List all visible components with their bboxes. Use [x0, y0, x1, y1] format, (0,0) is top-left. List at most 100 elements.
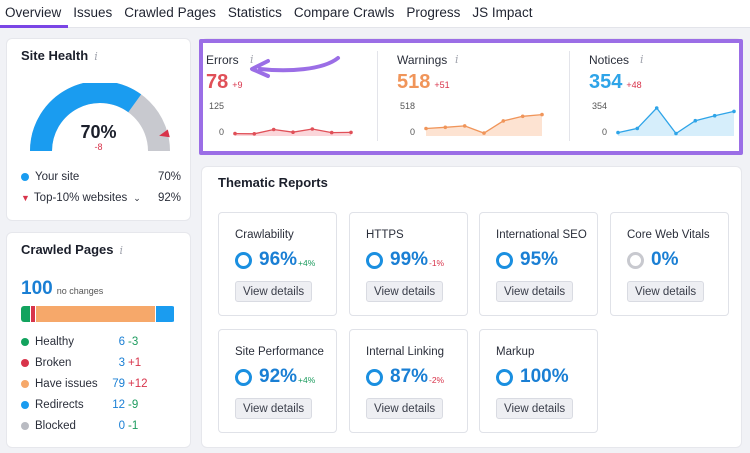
info-icon[interactable]: i [94, 50, 98, 63]
report-delta: -1% [429, 258, 445, 268]
metric-value-errors[interactable]: 78 [206, 71, 229, 93]
axis-min-label: 0 [601, 127, 607, 137]
legend-your-site: Your site 70% [21, 171, 181, 183]
crawled-row[interactable]: Have issues 79 +12 [21, 378, 181, 390]
legend-your-site-label: Your site [35, 171, 80, 183]
row-label: Healthy [35, 336, 74, 348]
axis-max-label: 354 [591, 101, 607, 111]
sparkline-point [654, 106, 659, 110]
view-details-button[interactable]: View details [496, 281, 574, 302]
report-card-https[interactable]: HTTPS 99% -1% View details [349, 212, 468, 316]
crawled-row[interactable]: Blocked 0 -1 [21, 420, 181, 432]
row-value[interactable]: 6 [118, 336, 125, 348]
sparkline-notices[interactable] [616, 106, 736, 136]
tab-progress[interactable]: Progress [406, 5, 461, 20]
row-value[interactable]: 12 [112, 399, 125, 411]
info-icon[interactable]: i [119, 244, 124, 257]
report-value: 87% [390, 366, 429, 387]
sparkline-point [443, 125, 448, 130]
report-name: Markup [496, 346, 535, 358]
view-details-button[interactable]: View details [235, 398, 313, 419]
report-card-internal-linking[interactable]: Internal Linking 87% -2% View details [349, 329, 468, 433]
tab-compare-crawls[interactable]: Compare Crawls [293, 5, 395, 20]
site-health-gauge [30, 83, 170, 152]
sparkline-point [616, 130, 620, 135]
progress-ring-icon [235, 252, 252, 269]
crawled-row[interactable]: Redirects 12 -9 [21, 399, 181, 411]
site-health-delta: -8 [94, 142, 103, 152]
row-label: Broken [35, 357, 72, 369]
thematic-reports-title: Thematic Reports [218, 175, 328, 190]
sparkline-point [310, 127, 315, 131]
sparkline-point [635, 126, 640, 131]
sparkline-errors[interactable] [233, 106, 353, 136]
row-delta: -1 [128, 420, 139, 432]
metric-label-notices: Notices [589, 53, 630, 67]
crawled-row[interactable]: Broken 3 +1 [21, 357, 181, 369]
site-health-title: Site Health [21, 48, 89, 63]
bar-segment-have-issues[interactable] [36, 306, 155, 322]
bar-segment-broken[interactable] [31, 306, 36, 322]
view-details-button[interactable]: View details [366, 398, 444, 419]
tab-overview[interactable]: Overview [0, 0, 69, 28]
progress-ring-icon [627, 252, 644, 269]
metric-value-notices[interactable]: 354 [589, 71, 623, 93]
metric-label-errors: Errors [206, 53, 239, 67]
metric-value-row: 78 +9 [206, 71, 243, 94]
sparkline-warnings[interactable] [424, 106, 544, 136]
progress-ring-icon [366, 252, 383, 269]
report-value: 99% [390, 249, 429, 270]
status-dot-icon [21, 401, 29, 409]
metric-value-warnings[interactable]: 518 [397, 71, 431, 93]
report-value: 95% [520, 249, 559, 270]
row-value[interactable]: 79 [112, 378, 125, 390]
view-details-button[interactable]: View details [366, 281, 444, 302]
view-details-button[interactable]: View details [496, 398, 574, 419]
report-card-international-seo[interactable]: International SEO 95% View details [479, 212, 598, 316]
report-name: Site Performance [235, 346, 324, 358]
report-value: 0% [651, 249, 679, 270]
row-value[interactable]: 3 [118, 357, 125, 369]
sparkline-point [424, 126, 428, 131]
report-delta: +4% [298, 258, 316, 268]
bar-segment-redirects[interactable] [156, 306, 174, 322]
triangle-down-icon: ▼ [21, 193, 30, 203]
sparkline-point [520, 114, 525, 119]
report-card-markup[interactable]: Markup 100% View details [479, 329, 598, 433]
metric-label-warnings: Warnings [397, 53, 448, 67]
tab-statistics[interactable]: Statistics [227, 5, 282, 20]
row-delta: -3 [128, 336, 139, 348]
gauge-value-arc [30, 83, 142, 152]
tab-js-impact[interactable]: JS Impact [472, 5, 533, 20]
sparkline-point [233, 131, 237, 136]
sparkline-point [482, 131, 486, 135]
report-card-site-performance[interactable]: Site Performance 92% +4% View details [218, 329, 337, 433]
row-delta: -9 [128, 399, 139, 411]
your-site-dot-icon [21, 173, 29, 181]
tab-crawled-pages[interactable]: Crawled Pages [124, 5, 216, 20]
report-card-core-web-vitals[interactable]: Core Web Vitals 0% View details [610, 212, 729, 316]
site-health-value: 70% [80, 122, 117, 142]
tab-issues[interactable]: Issues [73, 5, 113, 20]
crawled-pages-card: Crawled Pages i 100 no changes Healthy 6 -3… [7, 233, 190, 447]
chevron-down-icon[interactable]: ⌄ [133, 192, 141, 203]
row-value[interactable]: 0 [118, 420, 125, 432]
progress-ring-icon [235, 369, 252, 386]
sparkline-point [462, 124, 467, 128]
view-details-button[interactable]: View details [627, 281, 705, 302]
axis-min-label: 0 [409, 127, 415, 137]
metric-value-row: 354 +48 [589, 71, 642, 94]
sparkline-point [674, 131, 678, 136]
report-card-crawlability[interactable]: Crawlability 96% +4% View details [218, 212, 337, 316]
bar-segment-healthy[interactable] [21, 306, 30, 322]
crawled-row[interactable]: Healthy 6 -3 [21, 336, 181, 348]
info-icon[interactable]: i [455, 53, 459, 66]
crawled-pages-total: 100 [21, 278, 53, 299]
status-dot-icon [21, 359, 29, 367]
info-icon[interactable]: i [250, 53, 254, 66]
crawled-pages-bar[interactable] [21, 306, 175, 322]
row-label: Have issues [35, 378, 98, 390]
progress-ring-icon [366, 369, 383, 386]
info-icon[interactable]: i [640, 53, 644, 66]
view-details-button[interactable]: View details [235, 281, 313, 302]
